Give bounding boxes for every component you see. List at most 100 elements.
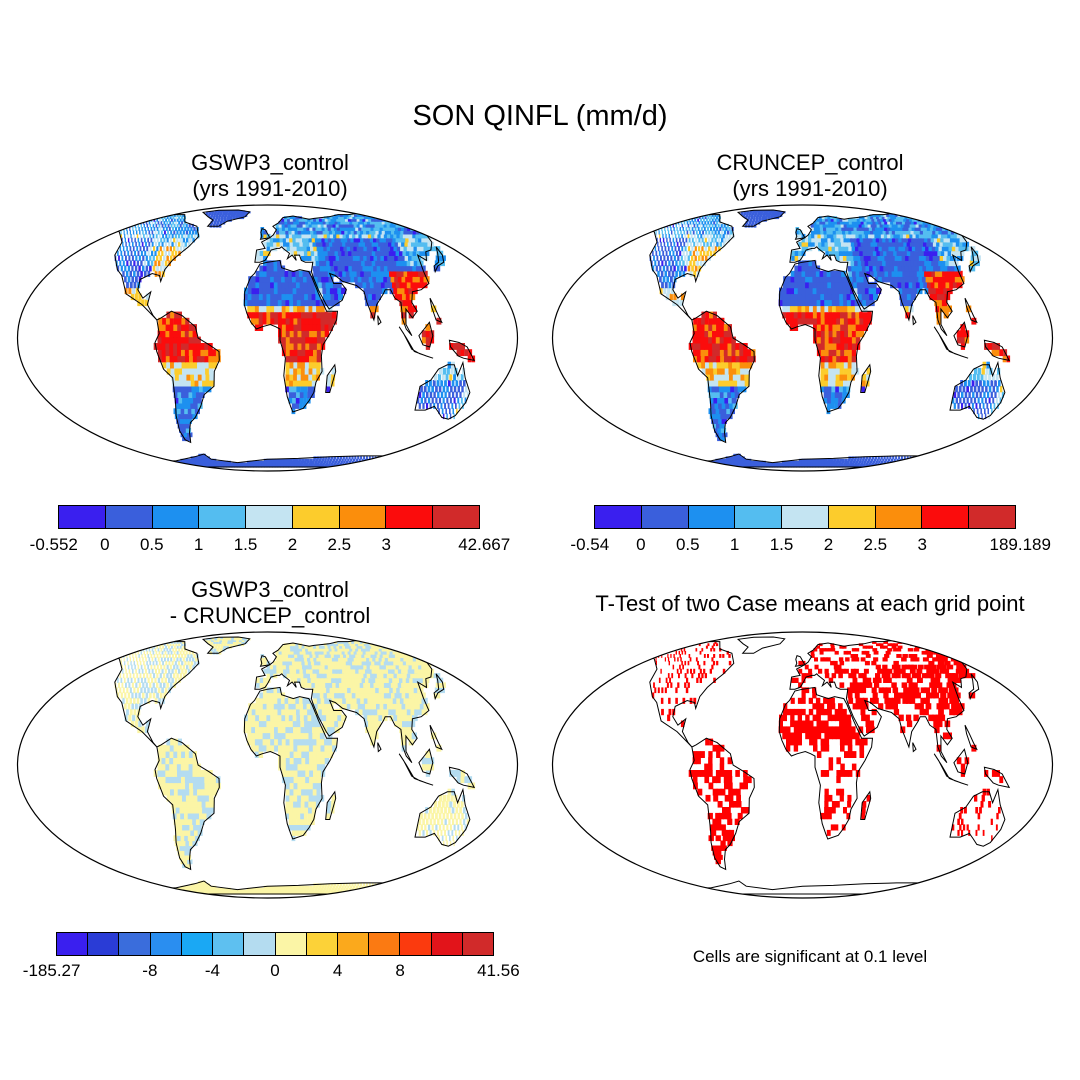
grid-cell [422,227,429,231]
grid-cell [991,374,995,381]
grid-cell [790,460,794,464]
grid-cell [791,250,796,256]
grid-cell [236,464,240,466]
grid-cell [679,466,684,468]
grid-cell [281,276,286,283]
grid-cell [691,237,694,243]
grid-cell [832,355,837,363]
grid-cell [179,246,183,252]
grid-cell [296,281,301,289]
grid-cell [285,374,290,381]
grid-cell [829,465,833,467]
grid-cell [887,458,891,462]
grid-cell [309,241,314,247]
grid-cell [840,465,844,467]
grid-cell [294,464,298,466]
grid-cell [941,281,948,289]
grid-cell [223,210,226,212]
grid-cell [924,466,927,468]
grid-cell [187,408,193,415]
grid-cell [404,466,408,468]
grid-cell [170,311,175,319]
grid-cell [269,464,273,466]
grid-cell [636,462,642,465]
grid-cell [185,413,191,420]
coastline-philippines [429,297,443,324]
grid-cell [312,227,317,231]
grid-cell [904,466,908,468]
grid-cell [354,250,361,256]
grid-cell [936,317,942,325]
grid-cell [674,460,680,464]
grid-cell [407,464,410,466]
grid-cell [824,330,830,338]
grid-cell [303,460,307,464]
grid-cell [723,391,729,398]
grid-cell [841,270,846,277]
grid-cell [462,367,466,375]
grid-cell [828,349,833,357]
grid-cell [322,221,328,225]
grid-cell [336,227,342,231]
grid-cell [401,241,408,247]
grid-cell [938,465,942,467]
grid-cell [397,241,405,247]
grid-cell [901,255,908,261]
grid-cell [799,465,803,467]
grid-cell [905,246,911,252]
grid-cell [659,287,663,295]
grid-cell [144,299,149,307]
grid-cell [851,311,857,319]
grid-cell [931,260,938,267]
grid-cell [848,270,854,277]
grid-cell [113,465,118,467]
grid-cell [337,237,343,243]
grid-cell [179,465,183,467]
grid-cell [805,260,810,267]
grid-cell [389,223,396,228]
grid-cell [313,465,317,467]
grid-cell [836,361,841,369]
grid-cell [810,462,814,465]
grid-cell [133,281,137,289]
grid-cell [293,317,298,325]
grid-cell [172,466,176,468]
grid-cell [431,223,439,228]
grid-cell [835,305,841,313]
grid-cell [709,397,715,404]
grid-cell [801,265,806,272]
grid-cell [166,367,172,375]
grid-cell [418,466,422,468]
grid-cell [892,276,898,283]
grid-cell [341,230,347,235]
grid-cell [425,330,431,338]
grid-cell [364,212,369,215]
grid-cell [304,458,307,462]
grid-cell [745,460,750,464]
grid-cell [115,218,117,222]
grid-cell [349,464,353,466]
grid-cell [359,265,365,272]
grid-cell [325,255,331,261]
grid-cell [318,281,324,289]
grid-cell [216,462,221,465]
grid-cell [979,391,982,398]
grid-cell [366,464,369,466]
grid-cell [299,221,304,225]
grid-cell [860,462,864,465]
grid-cell [847,305,852,313]
grid-cell [236,212,240,215]
grid-cell [863,324,868,331]
grid-cell [360,464,364,466]
grid-cell [816,330,822,338]
grid-cell [826,464,830,466]
grid-cell [937,466,941,468]
grid-cell [666,464,671,466]
grid-cell [126,462,132,465]
grid-cell [426,462,428,465]
grid-cell [303,227,308,231]
grid-cell [859,250,865,256]
grid-cell [444,391,447,398]
grid-cell [343,227,349,231]
grid-cell [328,230,334,235]
